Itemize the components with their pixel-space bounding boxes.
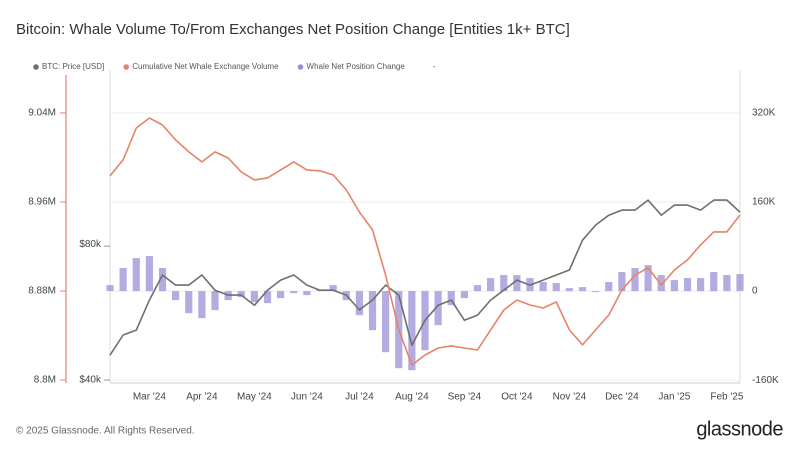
legend-swatch [123, 64, 130, 70]
bar [368, 291, 377, 331]
logo: glassnode [696, 418, 783, 440]
bar [263, 291, 272, 304]
bar [237, 291, 245, 298]
x-tick-label: Oct '24 [501, 392, 533, 403]
legend-label: BTC: Price [USD] [42, 62, 104, 71]
x-tick-label: Apr '24 [186, 392, 218, 403]
y-tick-label: 8.8M [34, 375, 56, 386]
legend-swatch [33, 64, 39, 70]
bar [736, 274, 744, 292]
bar [290, 291, 298, 294]
x-tick-label: Sep '24 [448, 392, 482, 403]
bar [172, 291, 180, 301]
x-tick-label: May '24 [237, 392, 272, 403]
bar [723, 275, 731, 292]
x-tick-label: Jun '24 [291, 392, 323, 403]
bar [710, 272, 718, 292]
bar [592, 291, 600, 293]
y2-tick-label: -160K [752, 375, 779, 386]
x-tick-label: Aug '24 [395, 392, 429, 403]
y-tick-label: 8.96M [28, 197, 56, 208]
bar [329, 285, 337, 292]
bar [250, 291, 258, 303]
legend-label: - [433, 62, 436, 71]
y-tick-label: 8.88M [28, 286, 56, 297]
bar [683, 278, 692, 292]
x-tick-label: Nov '24 [553, 392, 587, 403]
legend-label: Whale Net Position Change [307, 62, 406, 71]
bar [447, 291, 455, 306]
line [109, 117, 741, 366]
bar [500, 275, 508, 292]
marks [106, 117, 744, 371]
bar [158, 268, 167, 292]
y3-tick-label: $40k [79, 375, 102, 386]
legend-swatch [297, 64, 304, 70]
bar [697, 278, 705, 292]
legend-label: Cumulative Net Whale Exchange Volume [132, 62, 279, 71]
bar [513, 275, 521, 292]
bar [657, 275, 665, 292]
bar [565, 288, 573, 292]
bar [552, 283, 560, 292]
bar [460, 291, 468, 299]
bar [670, 280, 678, 292]
bar [145, 256, 153, 292]
bar [539, 282, 547, 292]
y2-tick-label: 0 [752, 286, 758, 297]
x-tick-label: Mar '24 [133, 392, 166, 403]
bar [119, 268, 127, 292]
bar [185, 291, 193, 314]
bar [578, 287, 587, 292]
bar [618, 272, 626, 292]
y2-tick-label: 160K [752, 197, 776, 208]
y2-tick-label: 320K [752, 108, 776, 119]
footer: © 2025 Glassnode. All Rights Reserved. [16, 426, 195, 437]
x-tick-label: Dec '24 [605, 392, 639, 403]
bar [382, 291, 390, 353]
bar [211, 291, 219, 311]
bar [303, 291, 311, 296]
labels: 8.8M 8.88M 8.96M 9.04M $40k $80k -160K 0 160K 320… [28, 62, 779, 403]
bar [106, 285, 114, 292]
y-tick-label: 9.04M [28, 108, 56, 119]
bar [487, 278, 495, 292]
bar [473, 285, 482, 292]
x-tick-label: Jan '25 [658, 392, 690, 403]
bar [631, 268, 639, 292]
bar [434, 291, 442, 326]
bar [198, 291, 206, 319]
bar [132, 258, 140, 292]
bar [605, 282, 613, 292]
bar [408, 291, 416, 371]
chart-title: Bitcoin: Whale Volume To/From Exchanges … [16, 21, 570, 38]
bar [277, 291, 285, 299]
line [109, 199, 741, 356]
y3-tick-label: $80k [79, 239, 102, 250]
bar [644, 265, 652, 292]
x-tick-label: Jul '24 [345, 392, 374, 403]
x-tick-label: Feb '25 [710, 392, 743, 403]
bar [355, 291, 363, 316]
